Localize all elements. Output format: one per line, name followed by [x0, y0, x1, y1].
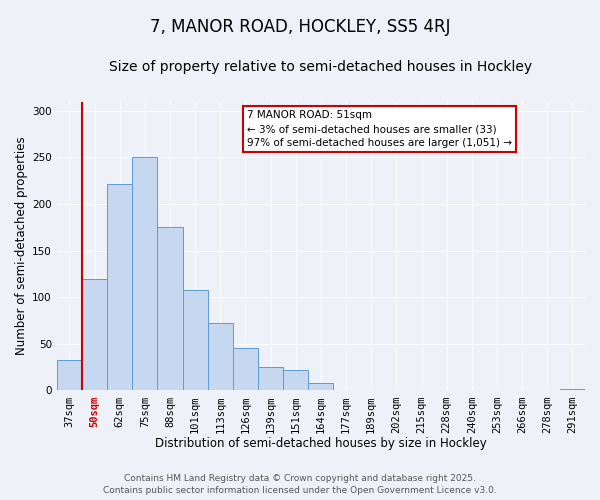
- Bar: [182, 290, 208, 390]
- Bar: [308, 383, 334, 390]
- Bar: [107, 184, 132, 390]
- Text: 7, MANOR ROAD, HOCKLEY, SS5 4RJ: 7, MANOR ROAD, HOCKLEY, SS5 4RJ: [150, 18, 450, 36]
- Bar: [82, 278, 107, 390]
- Bar: [208, 324, 233, 390]
- Bar: [233, 348, 258, 391]
- Bar: [560, 388, 585, 390]
- Bar: [157, 228, 182, 390]
- Y-axis label: Number of semi-detached properties: Number of semi-detached properties: [15, 136, 28, 356]
- Bar: [283, 370, 308, 390]
- Bar: [57, 360, 82, 390]
- Title: Size of property relative to semi-detached houses in Hockley: Size of property relative to semi-detach…: [109, 60, 532, 74]
- X-axis label: Distribution of semi-detached houses by size in Hockley: Distribution of semi-detached houses by …: [155, 437, 487, 450]
- Text: 7 MANOR ROAD: 51sqm
← 3% of semi-detached houses are smaller (33)
97% of semi-de: 7 MANOR ROAD: 51sqm ← 3% of semi-detache…: [247, 110, 512, 148]
- Bar: [258, 367, 283, 390]
- Text: Contains HM Land Registry data © Crown copyright and database right 2025.
Contai: Contains HM Land Registry data © Crown c…: [103, 474, 497, 495]
- Bar: [132, 158, 157, 390]
